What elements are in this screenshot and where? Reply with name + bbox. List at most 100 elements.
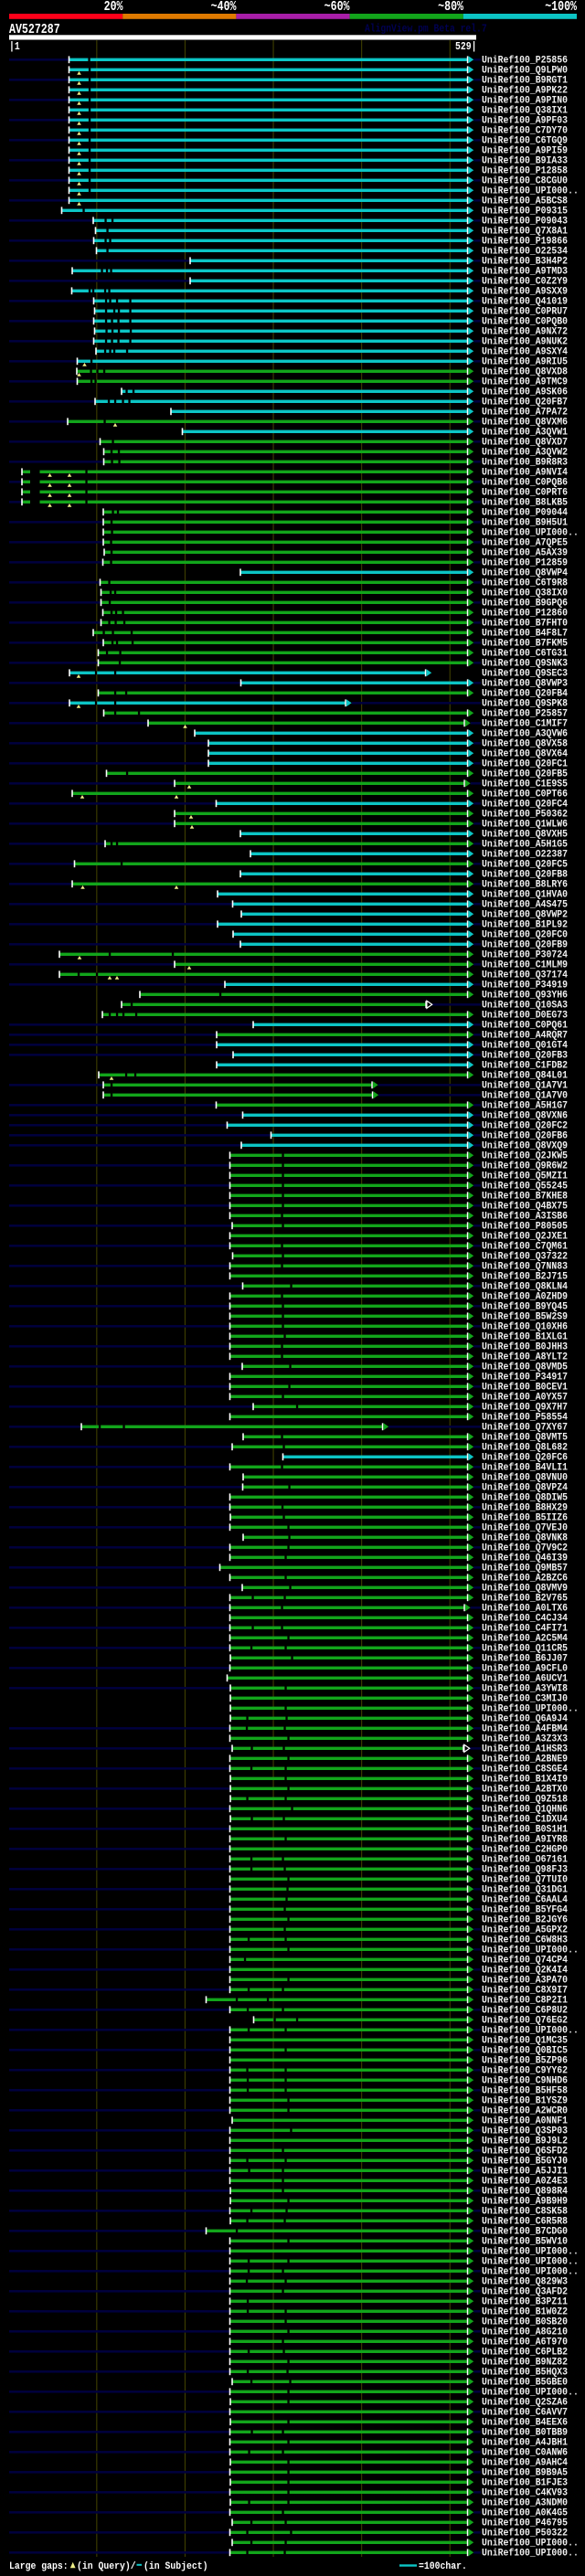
svg-text:UniRef100_A4JBH1: UniRef100_A4JBH1 [482,2437,568,2449]
svg-text:UniRef100_Q8VXH5: UniRef100_Q8VXH5 [482,829,568,841]
svg-text:UniRef100_B1PL92: UniRef100_B1PL92 [482,919,568,931]
svg-text:UniRef100_A9SXX9: UniRef100_A9SXX9 [482,286,568,298]
svg-text:UniRef100_A9AHC4: UniRef100_A9AHC4 [482,2457,569,2469]
svg-text:|1: |1 [9,41,20,53]
svg-text:UniRef100_Q37174: UniRef100_Q37174 [482,970,569,981]
svg-text:UniRef100_A9PI59: UniRef100_A9PI59 [482,145,568,157]
svg-text:UniRef100_C2HGP0: UniRef100_C2HGP0 [482,1844,568,1856]
svg-text:UniRef100_P19866: UniRef100_P19866 [482,236,568,248]
svg-text:UniRef100_Q84L01: UniRef100_Q84L01 [482,1070,568,1082]
svg-text:UniRef100_Q6SFD2: UniRef100_Q6SFD2 [482,2146,568,2157]
svg-text:UniRef100_B5ZP96: UniRef100_B5ZP96 [482,2055,568,2067]
svg-text:UniRef100_B5HF58: UniRef100_B5HF58 [482,2085,568,2097]
svg-text:~60%: ~60% [324,0,350,14]
svg-text:UniRef100_UPI000..: UniRef100_UPI000.. [482,527,579,539]
svg-text:UniRef100_C0ANW6: UniRef100_C0ANW6 [482,2447,568,2459]
svg-text:UniRef100_Q2SZA6: UniRef100_Q2SZA6 [482,2397,568,2409]
svg-text:UniRef100_C9YY62: UniRef100_C9YY62 [482,2065,568,2077]
svg-text:UniRef100_Q1WLW6: UniRef100_Q1WLW6 [482,819,568,831]
svg-text:UniRef100_A2C5M4: UniRef100_A2C5M4 [482,1633,569,1645]
svg-text:UniRef100_Q0BIC5: UniRef100_Q0BIC5 [482,2045,568,2057]
svg-text:UniRef100_Q1A7V1: UniRef100_Q1A7V1 [482,1080,568,1092]
svg-text:UniRef100_C1DXU4: UniRef100_C1DXU4 [482,1814,569,1826]
svg-text:UniRef100_B0JHH3: UniRef100_B0JHH3 [482,1341,568,1353]
svg-text:UniRef100_P34917: UniRef100_P34917 [482,1372,568,1383]
svg-text:UniRef100_Q7NN83: UniRef100_Q7NN83 [482,1261,568,1273]
svg-text:UniRef100_C6AAL4: UniRef100_C6AAL4 [482,1894,569,1906]
svg-text:UniRef100_A9PIN0: UniRef100_A9PIN0 [482,95,568,107]
svg-text:UniRef100_P09044: UniRef100_P09044 [482,507,569,519]
svg-text:UniRef100_Q8VWP2: UniRef100_Q8VWP2 [482,909,568,921]
svg-text:UniRef100_A5GPX2: UniRef100_A5GPX2 [482,1924,568,1936]
svg-text:UniRef100_Q46I39: UniRef100_Q46I39 [482,1553,568,1564]
svg-text:UniRef100_B0CEV1: UniRef100_B0CEV1 [482,1382,568,1394]
svg-text:UniRef100_B4EEX6: UniRef100_B4EEX6 [482,2417,568,2429]
svg-text:UniRef100_Q7TUI0: UniRef100_Q7TUI0 [482,1874,568,1886]
svg-text:UniRef100_Q8VXD8: UniRef100_Q8VXD8 [482,366,568,378]
svg-text:UniRef100_Q8VNK8: UniRef100_Q8VNK8 [482,1532,568,1544]
svg-text:UniRef100_C6TGQ9: UniRef100_C6TGQ9 [482,135,568,147]
svg-text:UniRef100_Q20FC0: UniRef100_Q20FC0 [482,929,568,941]
svg-text:UniRef100_Q8VX64: UniRef100_Q8VX64 [482,748,569,760]
svg-text:UniRef100_B8LRY6: UniRef100_B8LRY6 [482,879,568,891]
svg-text:UniRef100_A0YX57: UniRef100_A0YX57 [482,1392,568,1404]
svg-text:UniRef100_UPI000..: UniRef100_UPI000.. [482,2025,579,2037]
svg-text:UniRef100_A0Z4E3: UniRef100_A0Z4E3 [482,2176,568,2188]
svg-text:UniRef100_D0EG73: UniRef100_D0EG73 [482,1010,568,1022]
svg-text:UniRef100_C9NHD6: UniRef100_C9NHD6 [482,2075,568,2087]
svg-text:UniRef100_C0PQ61: UniRef100_C0PQ61 [482,1020,568,1032]
svg-text:UniRef100_Q898R4: UniRef100_Q898R4 [482,2186,569,2198]
svg-text:UniRef100_C6W8H3: UniRef100_C6W8H3 [482,1935,568,1946]
svg-text:UniRef100_Q8KLN4: UniRef100_Q8KLN4 [482,1281,569,1293]
svg-text:UniRef100_B0TBB9: UniRef100_B0TBB9 [482,2427,568,2439]
svg-text:UniRef100_A9PF03: UniRef100_A9PF03 [482,115,568,127]
svg-text:UniRef100_C8SGE4: UniRef100_C8SGE4 [482,1764,569,1776]
svg-text:UniRef100_C6TG31: UniRef100_C6TG31 [482,648,568,660]
svg-text:UniRef100_Q8VPZ4: UniRef100_Q8VPZ4 [482,1482,569,1494]
svg-text:UniRef100_Q7XY67: UniRef100_Q7XY67 [482,1422,568,1434]
svg-text:UniRef100_Q11CR5: UniRef100_Q11CR5 [482,1643,568,1655]
svg-text:UniRef100_Q9R6W2: UniRef100_Q9R6W2 [482,1161,568,1172]
svg-text:UniRef100_P50362: UniRef100_P50362 [482,809,568,821]
svg-text:UniRef100_Q6A9J4: UniRef100_Q6A9J4 [482,1713,569,1725]
svg-text:UniRef100_Q8DIW5: UniRef100_Q8DIW5 [482,1492,568,1504]
svg-text:UniRef100_Q20FB3: UniRef100_Q20FB3 [482,1050,568,1062]
svg-text:UniRef100_P34919: UniRef100_P34919 [482,980,568,991]
svg-text:UniRef100_A8YLT2: UniRef100_A8YLT2 [482,1352,568,1363]
svg-text:UniRef100_B5IIZ6: UniRef100_B5IIZ6 [482,1512,568,1524]
svg-text:UniRef100_P12859: UniRef100_P12859 [482,557,568,569]
svg-text:UniRef100_Q20FC5: UniRef100_Q20FC5 [482,859,568,871]
svg-text:UniRef100_Q9SNK3: UniRef100_Q9SNK3 [482,658,568,670]
svg-text:UniRef100_Q20FC6: UniRef100_Q20FC6 [482,1452,568,1464]
svg-text:UniRef100_A3QVW1: UniRef100_A3QVW1 [482,427,568,439]
svg-text:UniRef100_P25856: UniRef100_P25856 [482,55,568,67]
svg-text:UniRef100_B9IA33: UniRef100_B9IA33 [482,155,568,167]
svg-text:UniRef100_B9RGT1: UniRef100_B9RGT1 [482,75,568,87]
svg-text:Large gaps:: Large gaps: [9,2560,69,2572]
svg-text:UniRef100_Q1QHN6: UniRef100_Q1QHN6 [482,1804,568,1816]
svg-text:UniRef100_B7FHT0: UniRef100_B7FHT0 [482,618,568,630]
svg-text:UniRef100_C1E9S5: UniRef100_C1E9S5 [482,779,568,790]
svg-text:UniRef100_A2BTX0: UniRef100_A2BTX0 [482,1784,568,1796]
svg-text:UniRef100_C0PQB6: UniRef100_C0PQB6 [482,477,568,489]
svg-text:UniRef100_C6PLB2: UniRef100_C6PLB2 [482,2347,568,2359]
svg-text:UniRef100_UPI000..: UniRef100_UPI000.. [482,1703,579,1715]
svg-text:UniRef100_C6R5R8: UniRef100_C6R5R8 [482,2216,568,2228]
svg-text:UniRef100_Q98FJ3: UniRef100_Q98FJ3 [482,1864,568,1876]
svg-text:UniRef100_Q9X7H7: UniRef100_Q9X7H7 [482,1402,568,1414]
svg-text:UniRef100_A9B9H9: UniRef100_A9B9H9 [482,2196,568,2208]
svg-text:UniRef100_Q7V9C2: UniRef100_Q7V9C2 [482,1542,568,1554]
svg-text:UniRef100_Q38IX1: UniRef100_Q38IX1 [482,105,568,117]
svg-text:UniRef100_Q5MZI1: UniRef100_Q5MZI1 [482,1171,568,1182]
svg-text:UniRef100_Q20FC1: UniRef100_Q20FC1 [482,758,568,770]
svg-text:UniRef100_C1MLM9: UniRef100_C1MLM9 [482,959,568,971]
svg-text:UniRef100_O67161: UniRef100_O67161 [482,1854,568,1866]
svg-text:UniRef100_B5GBE0: UniRef100_B5GBE0 [482,2377,568,2389]
svg-text:UniRef100_B9GPQ6: UniRef100_B9GPQ6 [482,598,568,610]
svg-text:UniRef100_C7DY70: UniRef100_C7DY70 [482,125,568,137]
svg-text:UniRef100_Q20FB5: UniRef100_Q20FB5 [482,769,568,780]
svg-text:UniRef100_B6JJ07: UniRef100_B6JJ07 [482,1653,568,1665]
svg-text:UniRef100_Q93YH6: UniRef100_Q93YH6 [482,990,568,1002]
svg-text:UniRef100_A4FBM4: UniRef100_A4FBM4 [482,1723,569,1735]
svg-text:UniRef100_UPI000..: UniRef100_UPI000.. [482,2246,579,2258]
